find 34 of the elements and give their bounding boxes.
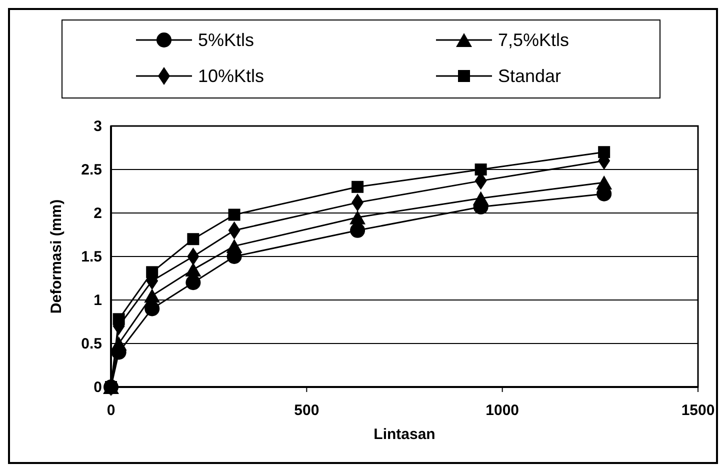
point — [144, 301, 160, 316]
x-tick-label: 500 — [294, 402, 320, 419]
point — [352, 180, 364, 193]
y-tick-label: 3 — [94, 118, 102, 135]
legend-label: 5%Ktls — [198, 30, 254, 50]
y-tick-label: 1 — [94, 292, 102, 309]
point — [472, 191, 489, 206]
legend-label: 10%Ktls — [198, 66, 264, 86]
x-axis-title: Lintasan — [374, 426, 436, 443]
point — [186, 275, 201, 290]
point — [598, 146, 610, 158]
point — [144, 288, 160, 303]
point — [350, 222, 366, 238]
y-tick-label: 1.5 — [81, 248, 102, 266]
y-tick-label: 0.5 — [81, 336, 102, 352]
point — [350, 210, 366, 224]
point — [110, 336, 127, 350]
y-tick-label: 2 — [94, 205, 102, 222]
point — [226, 239, 242, 254]
y-axis-title: Deformasi (mm) — [48, 199, 65, 314]
point — [228, 208, 240, 221]
point — [146, 266, 158, 278]
point — [187, 233, 200, 246]
legend-label: Standar — [498, 66, 562, 86]
point — [185, 262, 202, 277]
x-tick-label: 1000 — [486, 402, 520, 419]
y-tick-label: 2.5 — [81, 162, 102, 178]
x-tick-label: 1500 — [681, 402, 715, 419]
legend-label: 7,5%Ktls — [498, 30, 570, 50]
point — [596, 176, 612, 190]
x-tick-label: 0 — [106, 402, 116, 419]
point — [112, 313, 125, 326]
point — [474, 164, 487, 176]
y-tick-label: 0 — [94, 379, 102, 396]
